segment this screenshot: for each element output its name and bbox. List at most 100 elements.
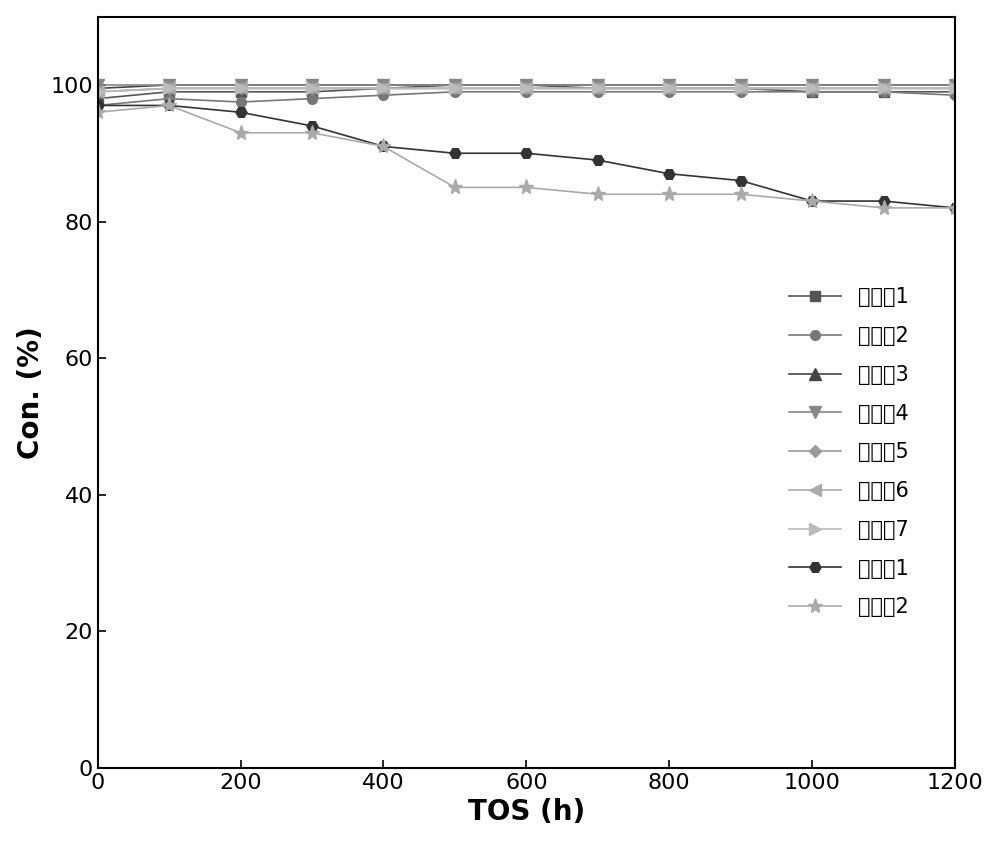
Line: 对比例1: 对比例1 [92, 99, 961, 213]
实施例4 [92, 80, 104, 90]
Legend: 实施例1, 实施例2, 实施例3, 实施例4, 实施例5, 实施例6, 实施例7, 对比例1, 对比例2: 实施例1, 实施例2, 实施例3, 实施例4, 实施例5, 实施例6, 实施例7… [778, 277, 919, 628]
实施例5 [163, 83, 175, 94]
实施例3 [806, 80, 818, 90]
实施例6 [806, 83, 818, 94]
实施例2 [592, 87, 604, 97]
实施例1 [949, 87, 961, 97]
实施例7 [663, 83, 675, 94]
实施例3 [235, 80, 247, 90]
实施例5 [735, 83, 747, 94]
Line: 实施例5: 实施例5 [94, 84, 959, 96]
实施例6 [306, 83, 318, 94]
实施例7 [92, 87, 104, 97]
实施例7 [949, 83, 961, 94]
实施例4 [520, 80, 532, 90]
实施例2 [377, 90, 389, 100]
实施例4 [163, 80, 175, 90]
对比例2 [592, 189, 604, 199]
实施例2 [949, 90, 961, 100]
实施例2 [449, 87, 461, 97]
对比例1 [663, 169, 675, 179]
Line: 实施例1: 实施例1 [93, 80, 960, 104]
实施例3 [163, 80, 175, 90]
实施例7 [377, 83, 389, 94]
实施例3 [592, 80, 604, 90]
实施例5 [377, 83, 389, 94]
对比例2 [377, 142, 389, 152]
对比例1 [735, 175, 747, 185]
实施例6 [949, 83, 961, 94]
实施例5 [663, 83, 675, 94]
实施例3 [520, 80, 532, 90]
实施例7 [735, 83, 747, 94]
实施例7 [592, 83, 604, 94]
Line: 实施例2: 实施例2 [93, 87, 960, 110]
对比例2 [306, 127, 318, 137]
实施例6 [735, 83, 747, 94]
实施例7 [520, 83, 532, 94]
实施例4 [878, 80, 890, 90]
实施例2 [735, 87, 747, 97]
对比例2 [806, 196, 818, 207]
实施例7 [306, 83, 318, 94]
实施例6 [878, 83, 890, 94]
Line: 实施例3: 实施例3 [92, 79, 961, 94]
对比例1 [92, 100, 104, 110]
Y-axis label: Con. (%): Con. (%) [17, 326, 45, 459]
实施例3 [377, 80, 389, 90]
实施例2 [520, 87, 532, 97]
实施例4 [449, 80, 461, 90]
实施例2 [663, 87, 675, 97]
实施例7 [806, 83, 818, 94]
实施例6 [592, 83, 604, 94]
实施例4 [592, 80, 604, 90]
实施例3 [92, 83, 104, 94]
实施例6 [449, 83, 461, 94]
实施例2 [235, 97, 247, 107]
实施例4 [806, 80, 818, 90]
对比例1 [520, 148, 532, 158]
实施例7 [235, 83, 247, 94]
实施例6 [377, 83, 389, 94]
实施例2 [306, 94, 318, 104]
对比例2 [235, 127, 247, 137]
实施例1 [663, 83, 675, 94]
对比例1 [163, 100, 175, 110]
对比例2 [735, 189, 747, 199]
实施例4 [235, 80, 247, 90]
实施例3 [663, 80, 675, 90]
Line: 实施例7: 实施例7 [92, 83, 961, 97]
实施例4 [377, 80, 389, 90]
实施例5 [235, 83, 247, 94]
实施例3 [306, 80, 318, 90]
实施例7 [878, 83, 890, 94]
实施例5 [806, 83, 818, 94]
对比例2 [520, 182, 532, 192]
Line: 对比例2: 对比例2 [90, 98, 963, 216]
实施例1 [592, 83, 604, 94]
实施例3 [949, 80, 961, 90]
实施例4 [735, 80, 747, 90]
对比例2 [163, 100, 175, 110]
对比例1 [306, 121, 318, 131]
实施例7 [449, 83, 461, 94]
实施例5 [949, 83, 961, 94]
实施例5 [306, 83, 318, 94]
对比例2 [449, 182, 461, 192]
实施例6 [235, 83, 247, 94]
对比例1 [878, 196, 890, 207]
实施例2 [878, 87, 890, 97]
实施例1 [306, 87, 318, 97]
实施例2 [92, 100, 104, 110]
实施例3 [735, 80, 747, 90]
实施例6 [163, 83, 175, 94]
对比例1 [235, 107, 247, 117]
对比例2 [878, 203, 890, 213]
Line: 实施例4: 实施例4 [92, 79, 961, 90]
实施例1 [735, 83, 747, 94]
对比例2 [949, 203, 961, 213]
实施例5 [520, 83, 532, 94]
Line: 实施例6: 实施例6 [92, 83, 961, 97]
实施例1 [878, 87, 890, 97]
实施例1 [377, 83, 389, 94]
